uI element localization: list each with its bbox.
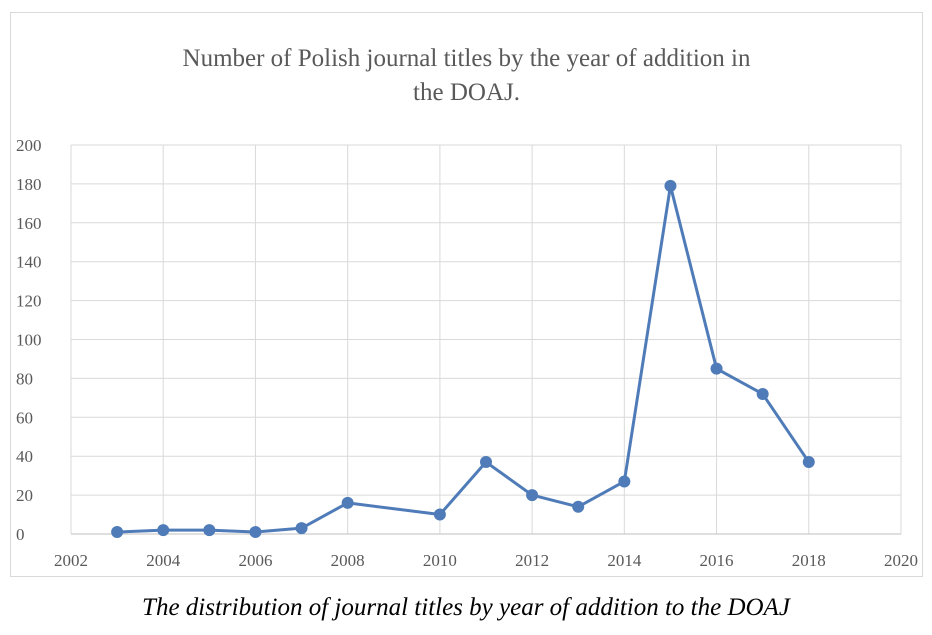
x-tick-label: 2014 <box>607 551 642 570</box>
y-tick-label: 60 <box>16 408 33 427</box>
data-point <box>618 475 631 488</box>
y-tick-label: 40 <box>16 447 33 466</box>
data-point <box>341 496 354 509</box>
x-tick-label: 2010 <box>423 551 457 570</box>
data-point <box>526 489 539 502</box>
y-tick-label: 100 <box>16 331 42 350</box>
x-tick-label: 2020 <box>884 551 918 570</box>
data-point <box>203 524 216 537</box>
data-point <box>433 508 446 521</box>
data-point <box>249 526 262 539</box>
x-tick-label: 2016 <box>700 551 734 570</box>
x-tick-label: 2008 <box>331 551 365 570</box>
y-tick-label: 180 <box>16 175 42 194</box>
gridlines <box>70 144 902 535</box>
series-line <box>117 184 811 534</box>
y-tick-label: 140 <box>16 253 42 272</box>
chart-title: Number of Polish journal titles by the y… <box>10 42 923 110</box>
data-point <box>756 387 769 400</box>
x-tick-label: 2012 <box>515 551 549 570</box>
series <box>111 179 815 539</box>
y-tick-label: 80 <box>16 369 33 388</box>
x-tick-label: 2006 <box>238 551 272 570</box>
chart-title-line-2: the DOAJ. <box>413 79 520 106</box>
data-point <box>664 179 677 192</box>
data-point <box>295 522 308 535</box>
line-chart: 0 20 40 60 80 100 120 140 160 180 200 2002 2004 2006 2… <box>16 136 918 570</box>
data-point <box>157 524 170 537</box>
x-tick-label: 2002 <box>54 551 88 570</box>
y-tick-label: 20 <box>16 486 33 505</box>
data-point <box>802 456 815 469</box>
x-tick-label: 2018 <box>792 551 826 570</box>
data-point <box>572 500 585 513</box>
x-tick-label: 2004 <box>146 551 181 570</box>
chart-title-line-1: Number of Polish journal titles by the y… <box>182 45 751 72</box>
y-tick-label: 200 <box>16 136 42 155</box>
y-tick-label: 0 <box>16 525 25 544</box>
data-point <box>710 362 723 375</box>
figure-caption: The distribution of journal titles by ye… <box>142 594 790 621</box>
data-point <box>111 526 124 539</box>
y-tick-label: 160 <box>16 214 42 233</box>
data-point <box>480 456 492 469</box>
y-tick-label: 120 <box>16 292 42 311</box>
tick-labels: 0 20 40 60 80 100 120 140 160 180 200 2002 2004 2006 2… <box>16 136 918 570</box>
